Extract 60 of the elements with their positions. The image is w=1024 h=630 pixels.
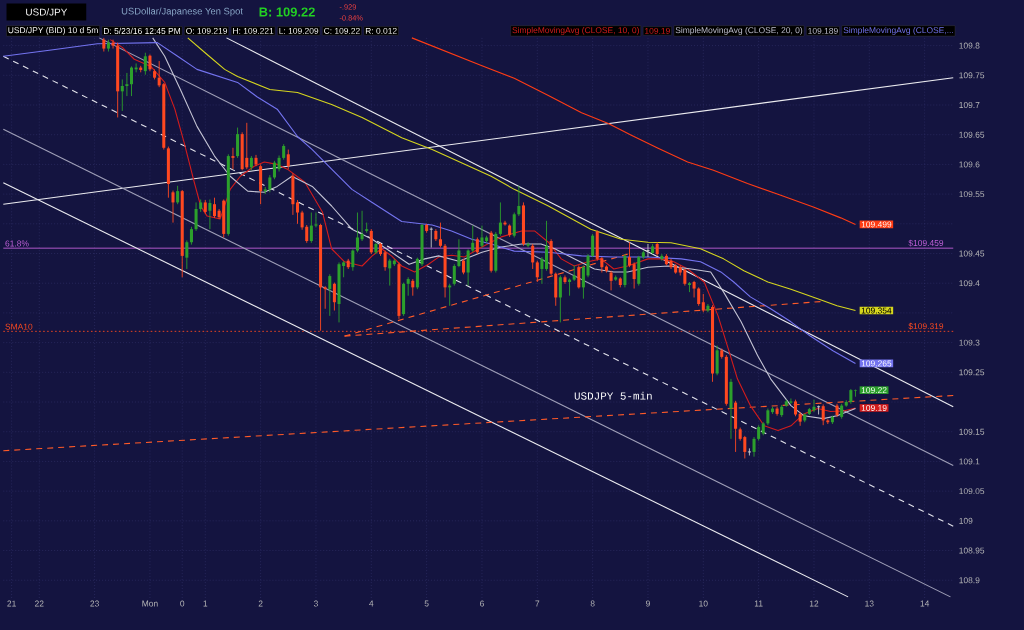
x-tick-label: 12 <box>809 600 819 607</box>
text: SimpleMovingAvg (CLOSE, 10, 0) <box>512 26 639 35</box>
x-tick-label: 11 <box>754 600 763 607</box>
annotation: SMA10 <box>5 323 33 330</box>
y-tick-label: 109.75 <box>959 72 985 79</box>
text: R: 0.012 <box>365 27 397 34</box>
text: B: 109.22 <box>259 7 315 17</box>
x-tick-label: 8 <box>590 600 595 607</box>
text: C: 109.22 <box>324 27 360 34</box>
text: SimpleMovingAvg (CLOSE, 20, 0) <box>675 26 803 35</box>
text: 109.22 <box>861 387 887 394</box>
x-tick-label: 1 <box>203 600 208 607</box>
data-label: 109.19 <box>861 405 887 411</box>
y-tick-label: 109.55 <box>959 191 985 198</box>
y-tick-label: 109.7 <box>959 102 980 108</box>
x-tick-label: 2 <box>258 600 263 607</box>
text: 109.189 <box>808 27 838 34</box>
annotation: USDJPY 5-min <box>574 391 652 400</box>
x-tick-label: Mon <box>142 600 158 607</box>
x-tick-label: 21 <box>7 600 16 607</box>
x-tick-label: 23 <box>90 600 99 607</box>
text: L: 109.209 <box>279 27 319 34</box>
text: USD/JPY (BID) 10 d 5m <box>8 26 98 35</box>
y-tick-label: 109.05 <box>959 488 985 495</box>
x-tick-label: 7 <box>535 600 540 607</box>
chart-title: USD/JPY <box>26 8 68 16</box>
ref-line-label: $109.459 <box>908 239 944 247</box>
data-label: 109.354 <box>861 307 892 314</box>
y-tick-label: 108.95 <box>959 547 985 554</box>
y-tick-label: 109.25 <box>959 369 985 376</box>
text: H: 109.221 <box>233 27 274 34</box>
x-tick-label: 5 <box>424 600 429 607</box>
x-tick-label: 22 <box>35 600 44 607</box>
ref-line-label: $109.319 <box>908 322 944 330</box>
x-tick-label: 10 <box>699 600 708 607</box>
text: 109.19 <box>645 27 670 34</box>
x-tick-label: 4 <box>369 600 374 607</box>
y-tick-label: 109 <box>959 517 973 524</box>
y-tick-label: 109.45 <box>959 250 985 257</box>
y-tick-label: 109.15 <box>959 428 985 435</box>
y-tick-label: 109.8 <box>959 42 980 49</box>
data-label: 109.499 <box>861 221 892 228</box>
text: SimpleMovingAvg (CLOSE,... <box>843 26 953 35</box>
y-tick-label: 109.3 <box>959 339 980 346</box>
data-label: 109.265 <box>861 360 892 367</box>
y-tick-label: 108.9 <box>959 577 980 584</box>
text: D: 5/23/16 12:45 PM <box>104 27 181 34</box>
x-tick-label: 14 <box>920 600 930 607</box>
x-tick-label: 6 <box>480 600 484 607</box>
x-tick-label: 3 <box>313 600 318 607</box>
x-tick-label: 0 <box>180 600 185 607</box>
y-tick-label: 109.6 <box>959 161 980 168</box>
annotation: 61.8% <box>5 240 29 247</box>
x-tick-label: 13 <box>865 600 874 607</box>
y-tick-label: 109.1 <box>959 458 980 465</box>
y-tick-label: 109.65 <box>959 131 985 138</box>
y-tick-label: 109.4 <box>959 280 980 287</box>
text: O: 109.219 <box>186 27 228 34</box>
chart-subtitle: USDollar/Japanese Yen Spot <box>121 7 243 17</box>
x-tick-label: 9 <box>646 600 650 607</box>
